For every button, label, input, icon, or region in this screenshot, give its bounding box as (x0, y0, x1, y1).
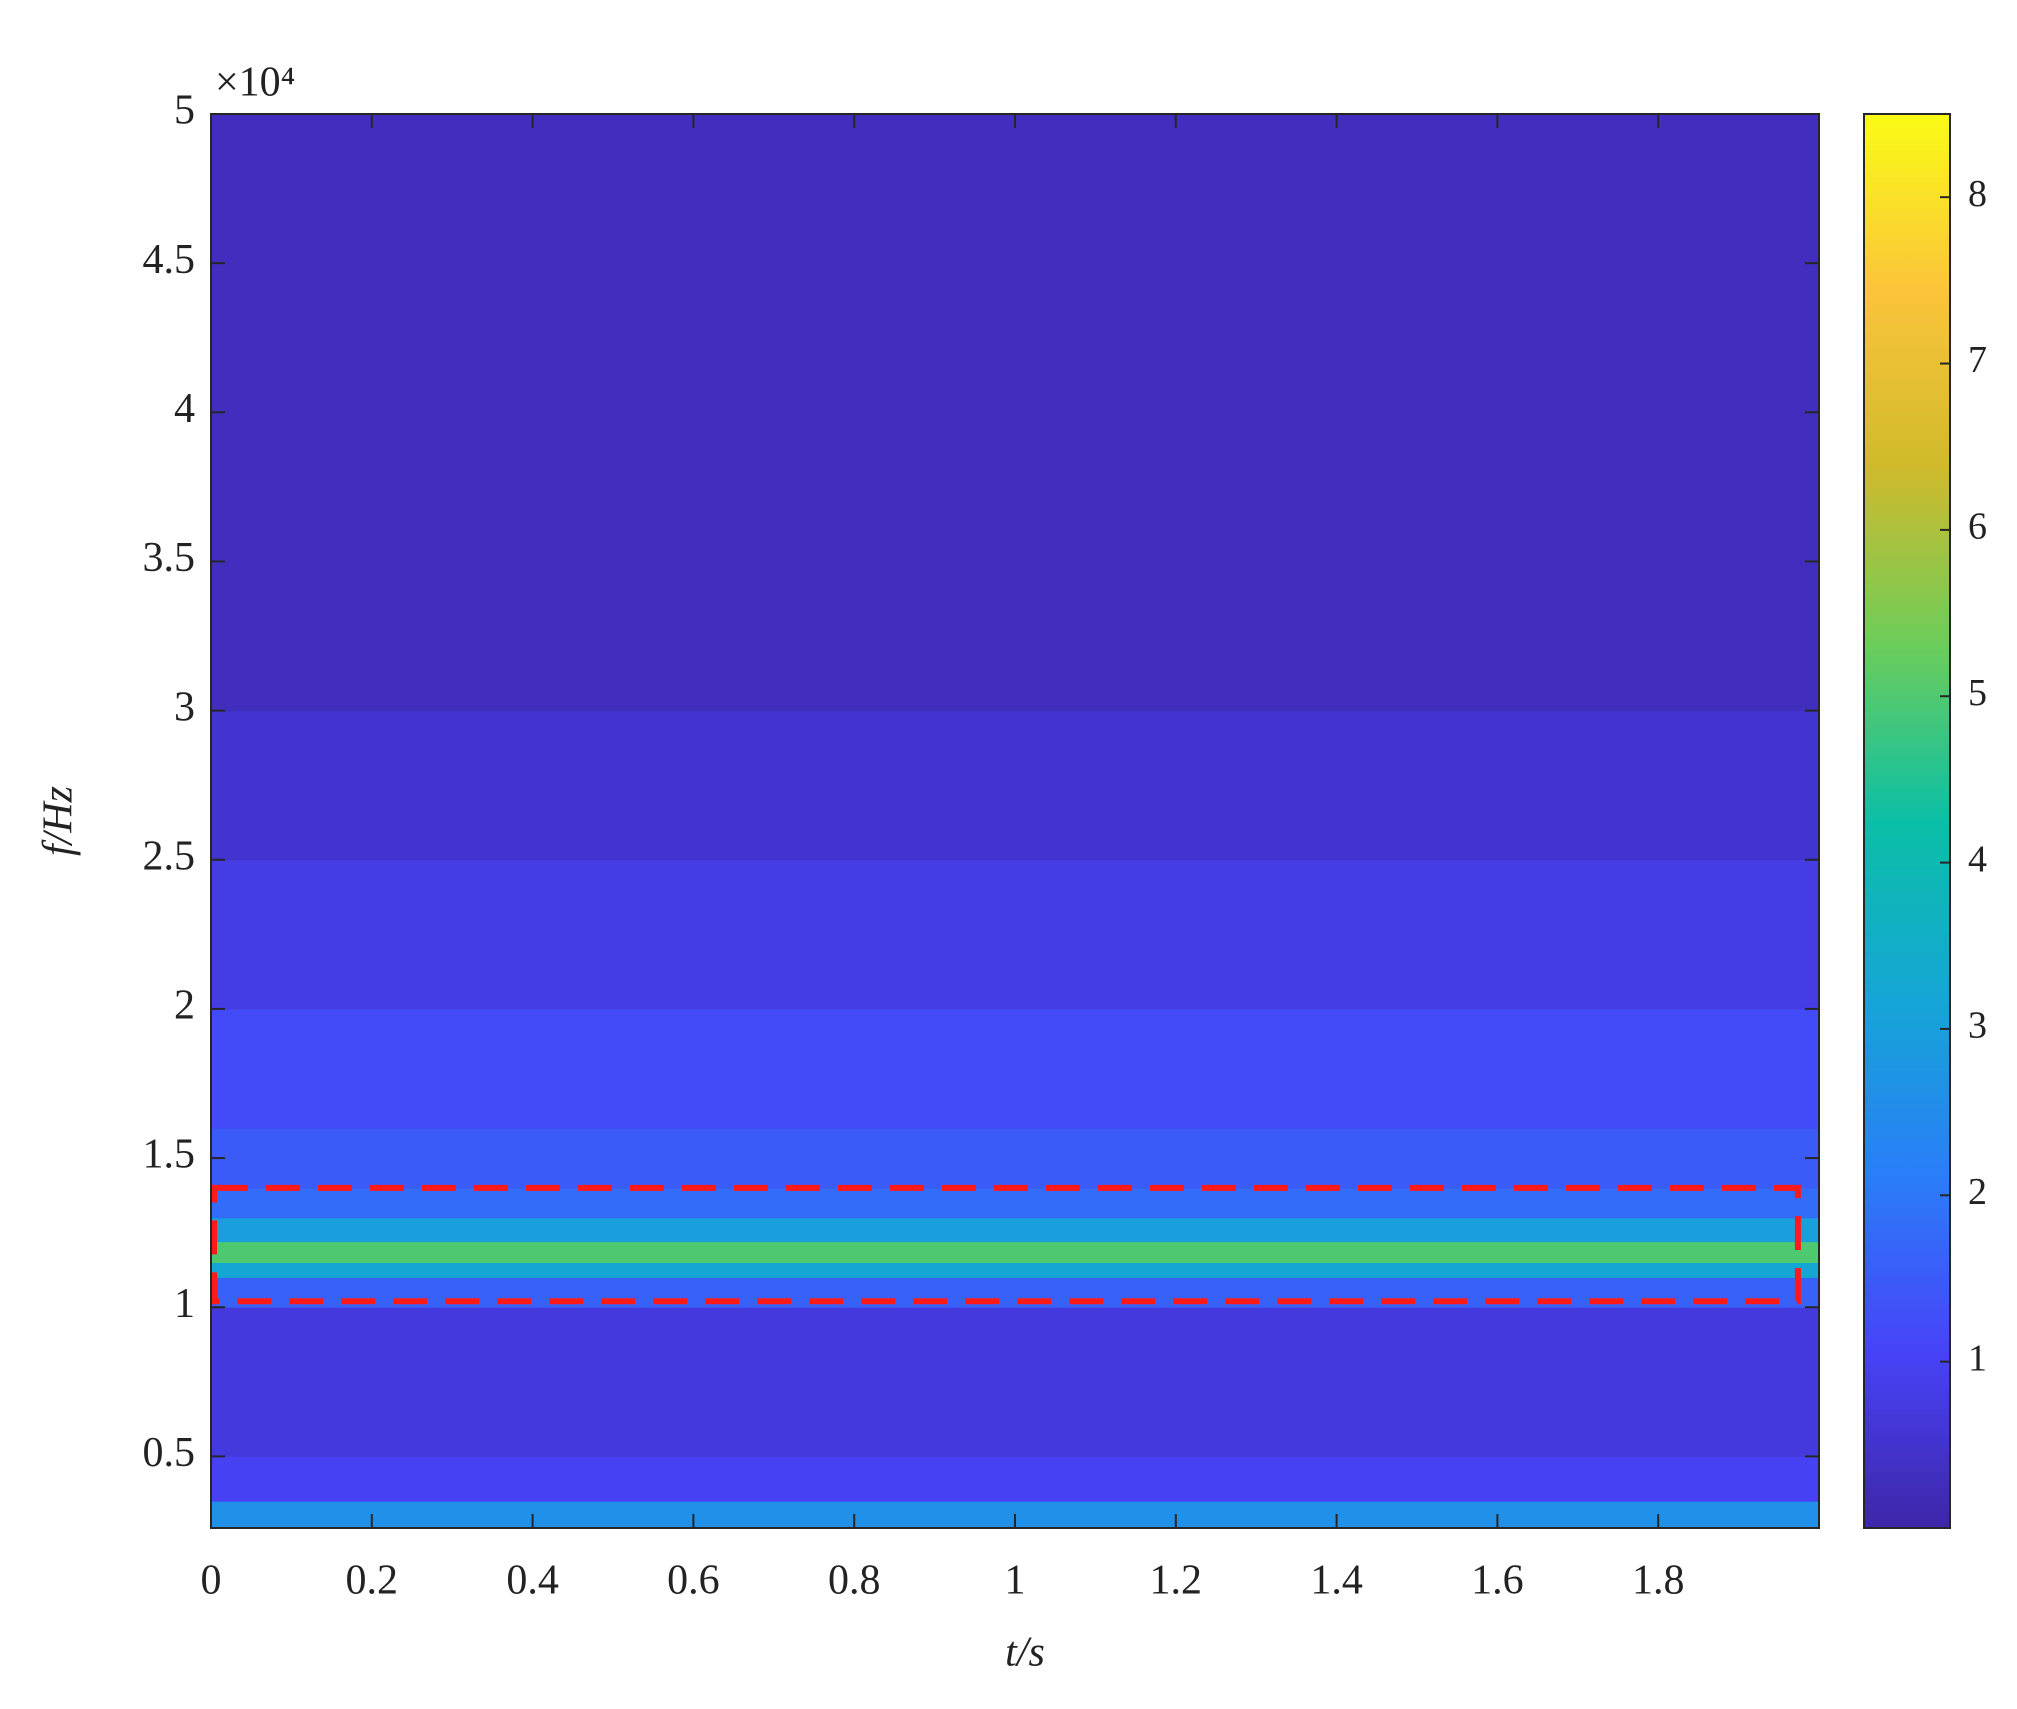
colorbar: 1 2 3 4 5 6 7 8 (1863, 113, 1987, 1529)
colorbar-tick-label: 7 (1968, 339, 1987, 381)
spectrogram-band (211, 1008, 1819, 1129)
colorbar-tick-label: 4 (1968, 838, 1987, 880)
y-tick-label: 3.5 (143, 535, 196, 581)
y-multiplier: ×10⁴ (215, 60, 295, 106)
colorbar-tick-label: 6 (1968, 506, 1987, 548)
colorbar-tick-label: 1 (1968, 1337, 1987, 1379)
x-tick-label: 1.8 (1632, 1558, 1685, 1604)
spectrogram-band (211, 1307, 1819, 1457)
y-tick-label: 3 (174, 684, 195, 730)
spectrogram-band (211, 1187, 1819, 1219)
y-tick-label: 2.5 (143, 833, 196, 879)
spectrogram-band (211, 859, 1819, 1010)
spectrogram-band (211, 1456, 1819, 1502)
x-tick-label: 1.4 (1310, 1558, 1363, 1604)
spectrogram-band (211, 710, 1819, 861)
spectrogram-band (211, 1128, 1819, 1189)
spectrogram-band (211, 114, 1819, 712)
y-tick-label: 5 (174, 88, 195, 134)
x-tick-label: 1.2 (1150, 1558, 1203, 1604)
spectrogram-band (211, 1262, 1819, 1278)
colorbar-tick-label: 3 (1968, 1005, 1987, 1047)
colorbar-tick-label: 2 (1968, 1171, 1987, 1213)
x-tick-label: 1 (1005, 1558, 1026, 1604)
y-axis-label: f/Hz (36, 786, 82, 856)
colorbar-tick-label: 5 (1968, 672, 1987, 714)
y-tick-label: 1 (174, 1281, 195, 1327)
x-tick-label: 0.6 (667, 1558, 720, 1604)
spectrogram-band (211, 1217, 1819, 1243)
spectrogram-band (211, 1241, 1819, 1264)
x-tick-label: 0 (201, 1558, 222, 1604)
y-tick-label: 4.5 (143, 237, 196, 283)
x-axis-label: t/s (1005, 1630, 1045, 1676)
colorbar-tick-label: 8 (1968, 173, 1987, 215)
x-tick-label: 0.4 (506, 1558, 559, 1604)
y-tick-label: 1.5 (143, 1132, 196, 1178)
x-tick-label: 0.2 (346, 1558, 399, 1604)
colorbar-gradient (1863, 113, 1951, 1529)
x-tick-label: 0.8 (828, 1558, 881, 1604)
x-tick-label: 1.6 (1471, 1558, 1524, 1604)
y-tick-label: 4 (174, 386, 195, 432)
y-tick-label: 0.5 (143, 1430, 196, 1476)
y-tick-label: 2 (174, 983, 195, 1029)
highlight-box (211, 1184, 1801, 1305)
